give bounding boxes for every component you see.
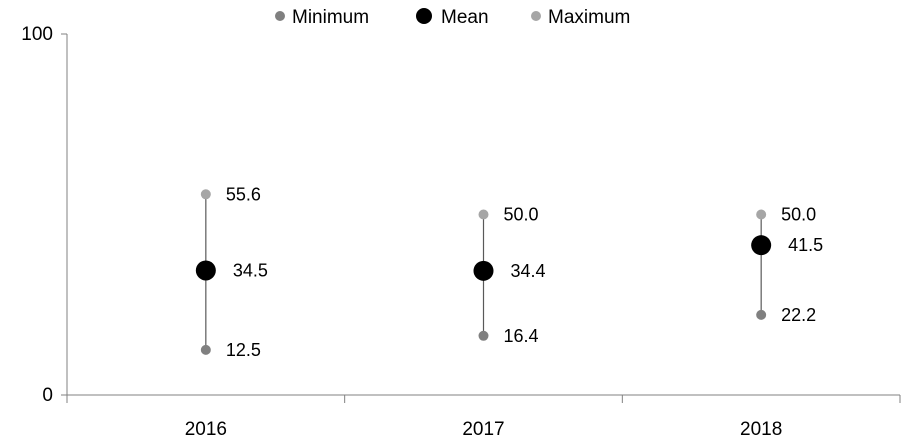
legend-marker-minimum (275, 11, 285, 21)
y-tick-label: 100 (21, 24, 53, 45)
mean-label-2016: 34.5 (233, 260, 268, 280)
mean-point-2016 (195, 260, 216, 281)
legend-label-mean: Mean (441, 7, 489, 28)
mean-label-2018: 41.5 (788, 235, 823, 255)
legend: Minimum Mean Maximum (275, 7, 630, 28)
legend-marker-maximum (531, 11, 541, 21)
mean-label-2017: 34.4 (511, 261, 546, 281)
data-marks: 12.5 16.4 22.2 34.5 34.4 41.5 55.6 50.0 50.0 (195, 184, 823, 360)
x-tick-label-2017: 2017 (462, 419, 504, 440)
legend-marker-mean (416, 8, 432, 24)
mean-point-2018 (751, 235, 772, 256)
maximum-label-2018: 50.0 (781, 205, 816, 225)
axes: 0 100 2016 2017 2018 (21, 24, 901, 440)
minimum-label-2016: 12.5 (226, 340, 261, 360)
legend-label-maximum: Maximum (548, 7, 630, 28)
mean-point-2017 (473, 260, 494, 281)
minimum-label-2018: 22.2 (781, 305, 816, 325)
legend-label-minimum: Minimum (292, 7, 369, 28)
maximum-point-2018 (756, 209, 767, 220)
x-tick-label-2018: 2018 (740, 419, 782, 440)
maximum-point-2017 (478, 209, 489, 220)
maximum-point-2016 (200, 189, 211, 200)
minimum-label-2017: 16.4 (504, 326, 539, 346)
minimum-point-2017 (478, 330, 489, 341)
x-tick-label-2016: 2016 (185, 419, 227, 440)
minimum-point-2016 (200, 344, 211, 355)
maximum-label-2016: 55.6 (226, 184, 261, 204)
y-tick-label: 0 (42, 385, 53, 406)
maximum-label-2017: 50.0 (504, 205, 539, 225)
minimum-point-2018 (756, 309, 767, 320)
